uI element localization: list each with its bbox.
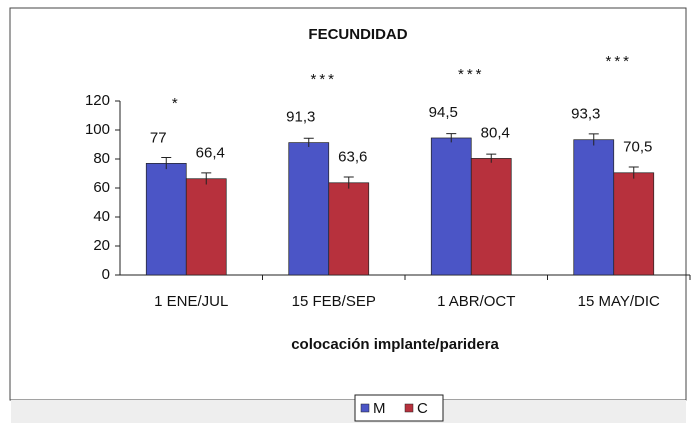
y-tick-label: 20 xyxy=(93,237,110,254)
data-label: 77 xyxy=(150,129,167,146)
error-bar xyxy=(628,166,639,179)
y-tick-label: 40 xyxy=(93,208,110,225)
legend-label: C xyxy=(417,400,428,417)
x-tick-label: 15 MAY/DIC xyxy=(578,293,660,310)
error-bar xyxy=(303,137,314,147)
bar xyxy=(613,172,655,276)
annotation: *** xyxy=(605,53,632,70)
y-tick-label: 80 xyxy=(93,150,110,167)
error-bar xyxy=(161,157,172,170)
data-label: 66,4 xyxy=(196,145,225,162)
legend-box xyxy=(354,394,444,422)
y-tick-label: 120 xyxy=(85,92,110,109)
data-label: 63,6 xyxy=(338,149,367,166)
error-bar xyxy=(486,153,497,163)
error-bar xyxy=(201,172,212,185)
x-tick-label: 15 FEB/SEP xyxy=(292,293,376,310)
bar xyxy=(470,158,512,276)
error-bar xyxy=(446,133,457,143)
annotation: * xyxy=(172,95,181,112)
annotation: *** xyxy=(458,66,485,83)
chart-title: FECUNDIDAD xyxy=(308,26,407,43)
bar xyxy=(430,137,472,276)
y-tick-label: 60 xyxy=(93,179,110,196)
x-tick-label: 1 ENE/JUL xyxy=(154,293,228,310)
bar xyxy=(573,139,615,276)
bar xyxy=(288,142,330,276)
bar xyxy=(145,163,187,276)
legend-swatch xyxy=(360,403,370,413)
legend-swatch xyxy=(404,403,414,413)
data-label: 93,3 xyxy=(571,106,600,123)
annotation: *** xyxy=(310,71,337,88)
x-tick-label: 1 ABR/OCT xyxy=(437,293,515,310)
data-label: 80,4 xyxy=(481,124,510,141)
legend-label: M xyxy=(373,400,386,417)
bar xyxy=(185,178,227,276)
data-label: 94,5 xyxy=(429,104,458,121)
y-tick-label: 0 xyxy=(102,266,110,283)
bar xyxy=(328,182,370,276)
data-label: 70,5 xyxy=(623,139,652,156)
y-tick-label: 100 xyxy=(85,121,110,138)
data-label: 91,3 xyxy=(286,109,315,126)
error-bar xyxy=(588,133,599,146)
bottom-strip xyxy=(11,400,686,423)
x-axis-label: colocación implante/paridera xyxy=(291,336,499,353)
error-bar xyxy=(343,176,354,189)
